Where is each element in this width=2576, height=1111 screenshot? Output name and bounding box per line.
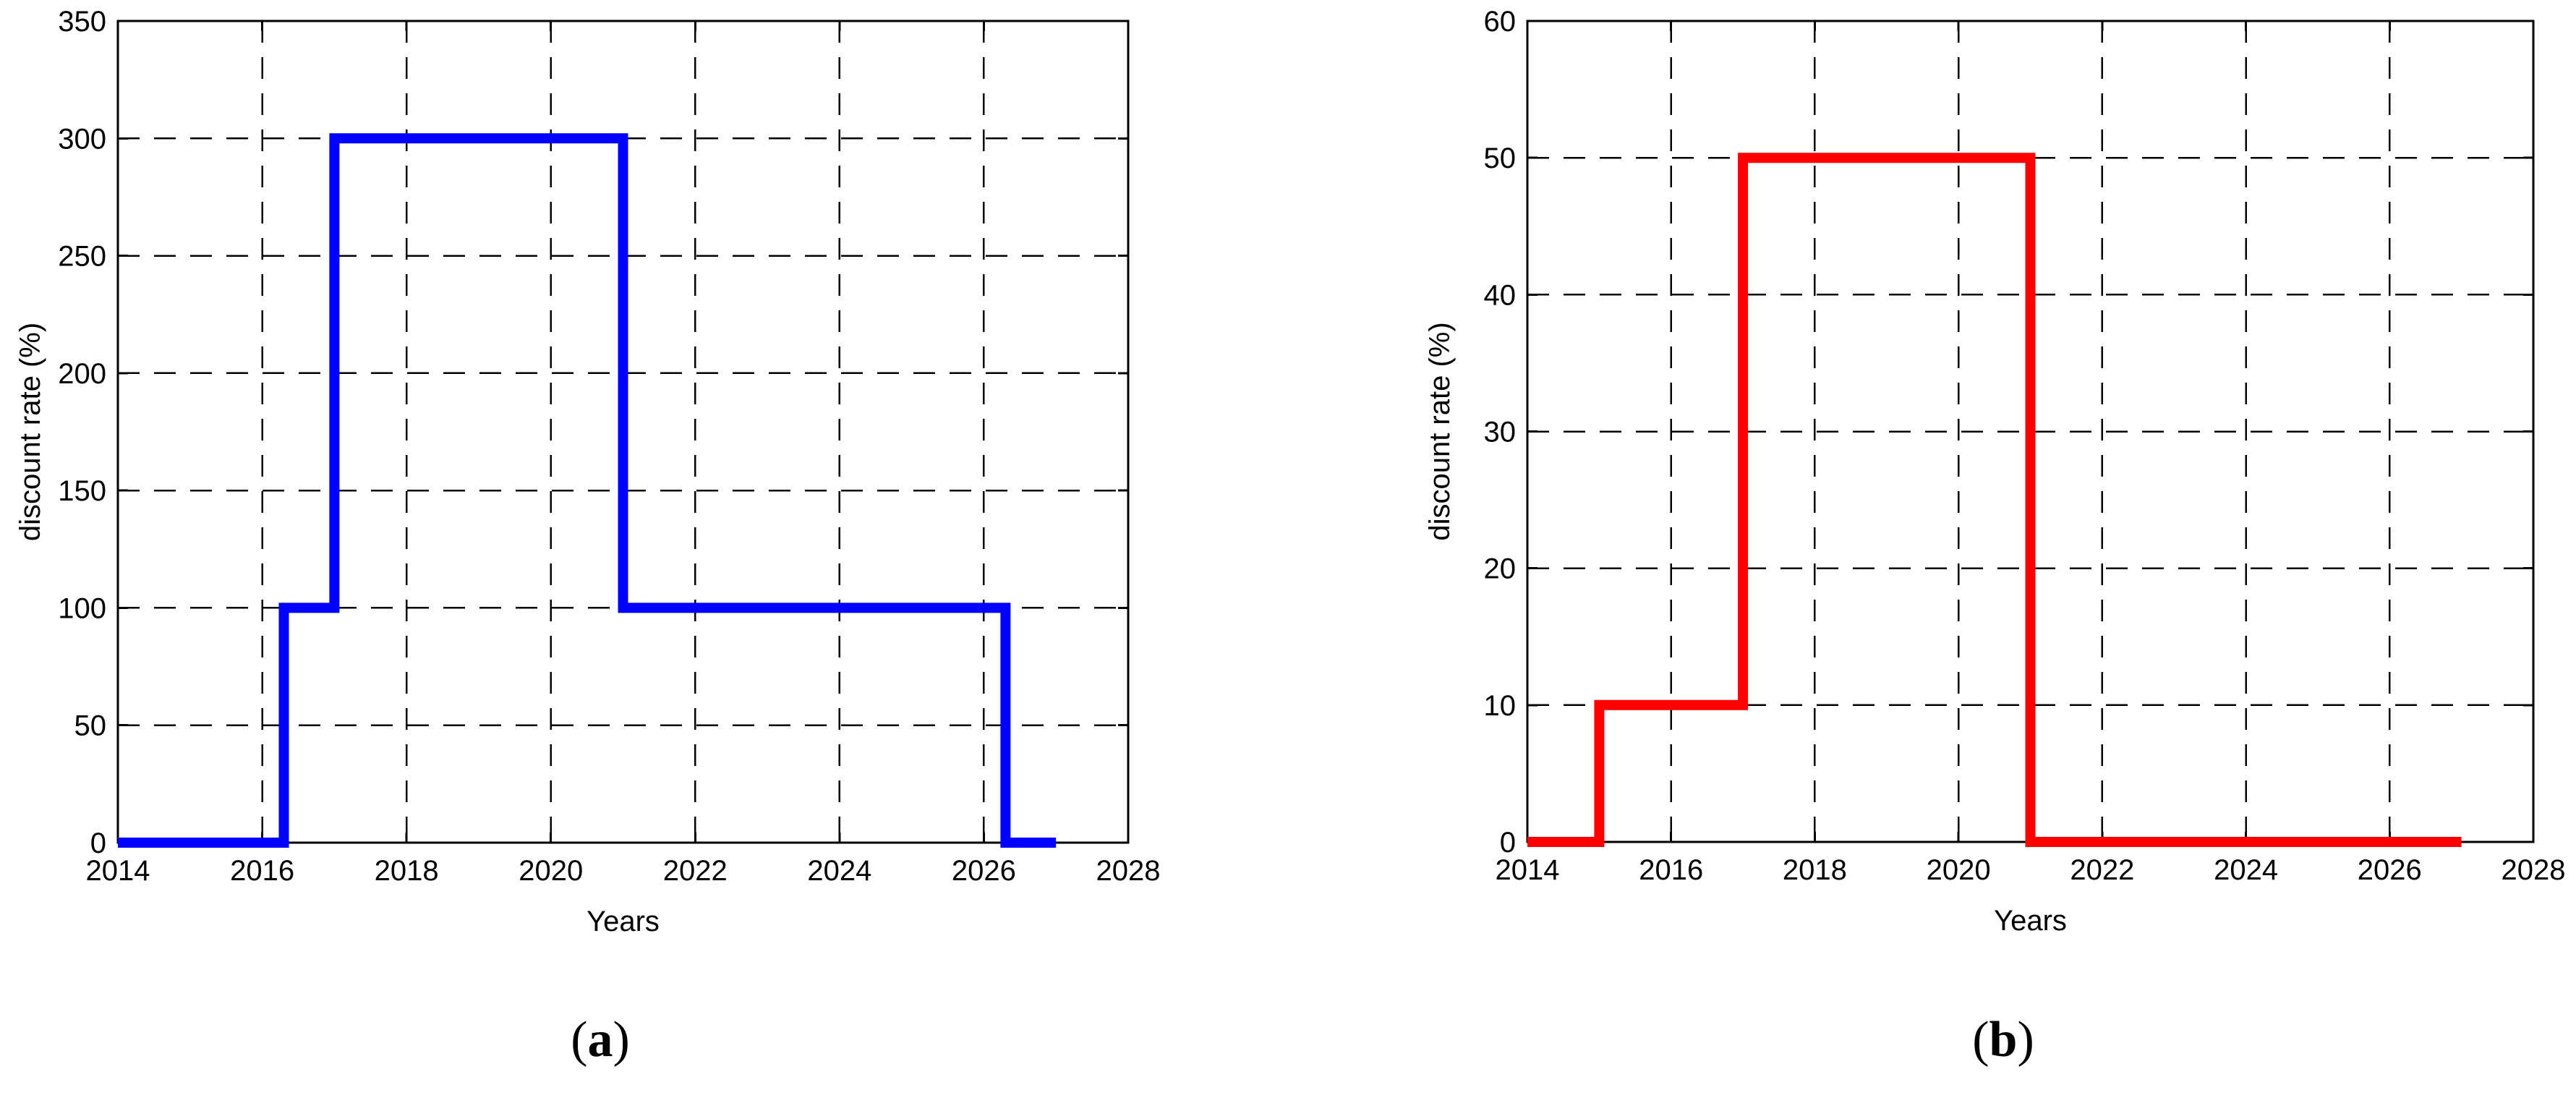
- step-line-a: [118, 133, 1057, 848]
- y-tick-label-a: 200: [58, 358, 106, 390]
- x-tick-label-a: 2014: [86, 855, 150, 887]
- y-tick-label-b: 50: [1484, 142, 1517, 174]
- x-tick-label-b: 2022: [2070, 854, 2134, 886]
- y-tick-label-b: 40: [1484, 279, 1517, 311]
- y-tick-label-b: 20: [1484, 553, 1517, 585]
- x-tick-label-a: 2020: [519, 855, 583, 887]
- x-axis-label-a: Years: [587, 906, 660, 937]
- x-tick-label-b: 2026: [2358, 854, 2422, 886]
- caption-a: (a): [571, 1011, 630, 1069]
- y-axis-label-a: discount rate (%): [14, 323, 46, 541]
- x-tick-label-a: 2022: [663, 855, 728, 887]
- y-tick-label-a: 300: [58, 123, 106, 155]
- caption-b: (b): [1972, 1011, 2034, 1069]
- x-tick-label-a: 2024: [807, 855, 871, 887]
- x-tick-label-a: 2016: [230, 855, 294, 887]
- y-tick-label-b: 60: [1484, 6, 1517, 38]
- caption-b-letter: b: [1989, 1012, 2018, 1068]
- caption-a-close-paren: ): [613, 1012, 630, 1068]
- y-tick-label-a: 100: [58, 592, 106, 624]
- x-axis-label-b: Years: [1994, 905, 2067, 937]
- x-tick-label-b: 2018: [1783, 854, 1847, 886]
- y-tick-label-b: 0: [1500, 827, 1516, 859]
- x-tick-label-b: 2014: [1496, 854, 1560, 886]
- x-tick-label-b: 2016: [1639, 854, 1703, 886]
- y-axis-label-b: discount rate (%): [1424, 322, 1456, 540]
- axes-box-a: [116, 20, 1130, 844]
- x-tick-label-b: 2024: [2214, 854, 2278, 886]
- y-tick-label-b: 10: [1484, 690, 1517, 722]
- x-tick-label-a: 2028: [1096, 855, 1161, 887]
- x-tick-label-b: 2020: [1927, 854, 1991, 886]
- x-tick-label-b: 2028: [2502, 854, 2566, 886]
- y-tick-label-a: 350: [58, 6, 106, 38]
- y-tick-label-a: 250: [58, 241, 106, 273]
- caption-a-letter: a: [587, 1012, 613, 1068]
- y-tick-label-a: 0: [90, 827, 106, 859]
- caption-b-close-paren: ): [2017, 1012, 2034, 1068]
- caption-b-open-paren: (: [1972, 1012, 1989, 1068]
- y-tick-label-a: 150: [58, 475, 106, 507]
- caption-a-open-paren: (: [571, 1012, 588, 1068]
- x-tick-label-a: 2026: [952, 855, 1016, 887]
- step-line-b: [1527, 153, 2462, 847]
- y-tick-label-a: 50: [74, 710, 107, 742]
- y-tick-label-b: 30: [1484, 417, 1517, 448]
- x-tick-label-a: 2018: [375, 855, 439, 887]
